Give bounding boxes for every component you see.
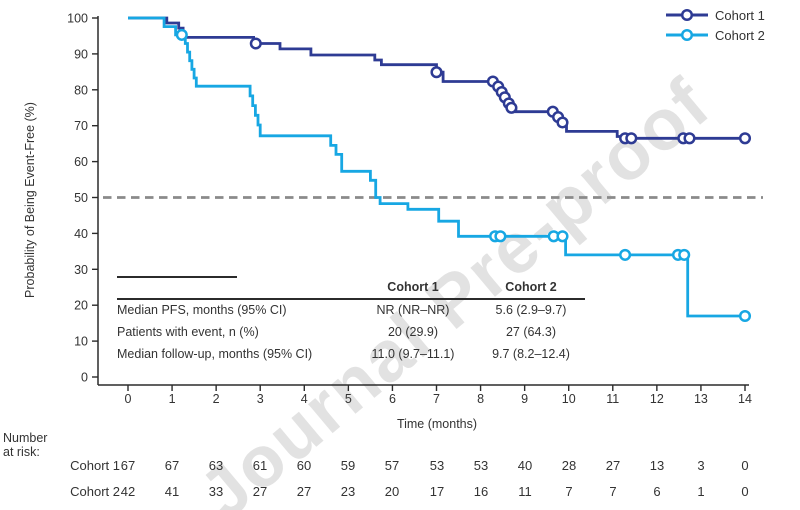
cohort2-line-marker-icon	[666, 28, 708, 42]
stats-row-label: Median follow-up, months (95% CI)	[117, 347, 313, 361]
stats-row-label: Patients with event, n (%)	[117, 325, 259, 339]
risk-count-cohort-2-month-2: 33	[208, 484, 224, 499]
y-axis-title: Probability of Being Event-Free (%)	[23, 102, 37, 298]
risk-count-cohort-1-month-12: 13	[649, 458, 665, 473]
legend-item-cohort-1: Cohort 1	[664, 5, 765, 25]
risk-count-cohort-1-month-10: 28	[561, 458, 577, 473]
risk-count-cohort-2-month-11: 7	[609, 484, 617, 499]
risk-count-cohort-2-month-14: 0	[741, 484, 749, 499]
stats-value: 5.6 (2.9–9.7)	[495, 303, 567, 317]
risk-count-cohort-2-month-7: 17	[429, 484, 445, 499]
risk-count-cohort-1-month-6: 57	[384, 458, 400, 473]
stats-value: 9.7 (8.2–12.4)	[492, 347, 570, 361]
y-tick-label: 0	[81, 371, 88, 385]
x-tick-label: 8	[477, 392, 484, 406]
x-axis-title: Time (months)	[396, 417, 478, 431]
risk-count-cohort-2-month-6: 20	[384, 484, 400, 499]
legend-label: Cohort 1	[715, 7, 765, 23]
y-tick-label: 70	[74, 119, 88, 133]
censor-mark-cohort-1	[625, 132, 638, 145]
x-tick-label: 5	[345, 392, 352, 406]
y-tick-label: 30	[74, 263, 88, 277]
risk-count-cohort-1-month-14: 0	[741, 458, 749, 473]
y-tick-label: 50	[74, 191, 88, 205]
y-tick-label: 80	[74, 83, 88, 97]
risk-count-cohort-1-month-4: 60	[296, 458, 312, 473]
risk-count-cohort-2-month-4: 27	[296, 484, 312, 499]
stats-col-header-cohort2: Cohort 2	[505, 280, 557, 294]
censor-mark-cohort-2	[678, 248, 691, 261]
x-tick-label: 2	[213, 392, 220, 406]
legend: Cohort 1 Cohort 2	[664, 5, 765, 45]
y-tick-label: 100	[67, 12, 88, 26]
censor-mark-cohort-1	[683, 132, 696, 145]
risk-count-cohort-1-month-13: 3	[697, 458, 705, 473]
censor-mark-cohort-2	[619, 248, 632, 261]
risk-count-cohort-1-month-8: 53	[473, 458, 489, 473]
x-tick-label: 6	[389, 392, 396, 406]
risk-count-cohort-2-month-13: 1	[697, 484, 705, 499]
risk-count-cohort-1-month-9: 40	[517, 458, 533, 473]
risk-count-cohort-1-month-11: 27	[605, 458, 621, 473]
censor-mark-cohort-2	[738, 309, 752, 323]
stats-table-top-rule	[117, 276, 237, 278]
x-tick-label: 14	[738, 392, 752, 406]
stats-value: 20 (29.9)	[387, 325, 439, 339]
censor-mark-cohort-1	[430, 66, 443, 79]
censor-mark-cohort-1	[249, 37, 262, 50]
stats-col-header-cohort1: Cohort 1	[387, 280, 439, 294]
x-tick-label: 12	[650, 392, 664, 406]
risk-count-cohort-1-month-1: 67	[164, 458, 180, 473]
censor-mark-cohort-2	[494, 230, 507, 243]
risk-count-cohort-1-month-3: 61	[252, 458, 268, 473]
censor-mark-cohort-1	[738, 132, 752, 145]
legend-label: Cohort 2	[715, 27, 765, 43]
censor-mark-cohort-1	[505, 101, 518, 114]
survival-curve-cohort-2	[128, 16, 745, 318]
risk-count-cohort-2-month-8: 16	[473, 484, 489, 499]
x-tick-label: 7	[433, 392, 440, 406]
x-tick-label: 11	[606, 392, 619, 406]
risk-count-cohort-2-month-1: 41	[164, 484, 180, 499]
number-at-risk-title: Number at risk:	[3, 431, 48, 459]
risk-count-cohort-1-month-5: 59	[340, 458, 356, 473]
x-tick-label: 1	[169, 392, 176, 406]
x-tick-label: 10	[562, 392, 576, 406]
risk-count-cohort-2-month-3: 27	[252, 484, 268, 499]
y-tick-label: 40	[74, 227, 88, 241]
x-tick-label: 9	[521, 392, 528, 406]
x-tick-label: 3	[257, 392, 264, 406]
stats-value: 11.0 (9.7–11.1)	[371, 347, 455, 361]
risk-count-cohort-2-month-5: 23	[340, 484, 356, 499]
stats-row-label: Median PFS, months (95% CI)	[117, 303, 287, 317]
risk-row-label-cohort2: Cohort 2	[70, 484, 120, 499]
y-tick-label: 60	[74, 155, 88, 169]
stats-value: NR (NR–NR)	[376, 303, 450, 317]
risk-row-label-cohort1: Cohort 1	[70, 458, 120, 473]
y-tick-label: 10	[74, 335, 88, 349]
y-tick-label: 20	[74, 299, 88, 313]
risk-count-cohort-2-month-0: 42	[120, 484, 136, 499]
censor-mark-cohort-1	[556, 116, 569, 129]
risk-count-cohort-2-month-12: 6	[653, 484, 661, 499]
x-tick-label: 4	[301, 392, 308, 406]
risk-count-cohort-1-month-0: 67	[120, 458, 136, 473]
x-tick-label: 13	[694, 392, 708, 406]
stats-value: 27 (64.3)	[505, 325, 557, 339]
y-tick-label: 90	[74, 47, 88, 61]
risk-count-cohort-2-month-9: 11	[518, 484, 532, 499]
risk-count-cohort-1-month-2: 63	[208, 458, 224, 473]
censor-mark-cohort-2	[556, 230, 569, 243]
risk-count-cohort-1-month-7: 53	[429, 458, 445, 473]
stats-table-header-rule	[117, 298, 585, 300]
cohort1-line-marker-icon	[666, 8, 708, 22]
risk-count-cohort-2-month-10: 7	[565, 484, 573, 499]
legend-item-cohort-2: Cohort 2	[664, 25, 765, 45]
censor-mark-cohort-2	[175, 28, 188, 41]
x-tick-label: 0	[125, 392, 132, 406]
